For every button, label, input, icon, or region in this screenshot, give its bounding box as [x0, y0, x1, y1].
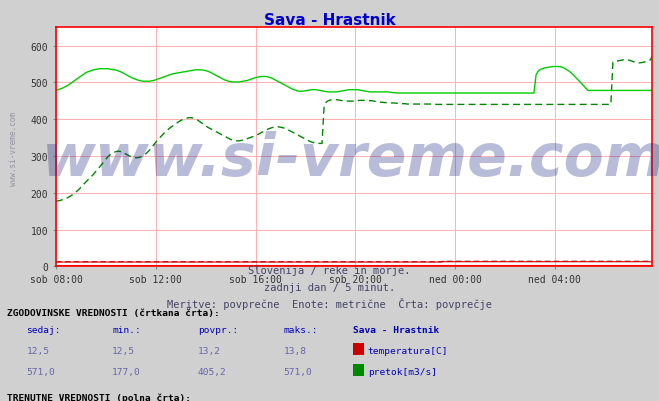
Text: Slovenija / reke in morje.: Slovenija / reke in morje. [248, 265, 411, 275]
Text: temperatura[C]: temperatura[C] [368, 346, 448, 355]
Text: TRENUTNE VREDNOSTI (polna črta):: TRENUTNE VREDNOSTI (polna črta): [7, 393, 190, 401]
Text: sedaj:: sedaj: [26, 326, 61, 334]
Text: Meritve: povprečne  Enote: metrične  Črta: povprečje: Meritve: povprečne Enote: metrične Črta:… [167, 297, 492, 309]
Text: maks.:: maks.: [283, 326, 318, 334]
Text: ZGODOVINSKE VREDNOSTI (črtkana črta):: ZGODOVINSKE VREDNOSTI (črtkana črta): [7, 308, 219, 317]
Text: Sava - Hrastnik: Sava - Hrastnik [264, 13, 395, 28]
Text: 13,2: 13,2 [198, 346, 221, 355]
Text: 405,2: 405,2 [198, 367, 227, 376]
Text: 12,5: 12,5 [112, 346, 135, 355]
Text: min.:: min.: [112, 326, 141, 334]
Text: 12,5: 12,5 [26, 346, 49, 355]
Text: 571,0: 571,0 [283, 367, 312, 376]
Text: zadnji dan / 5 minut.: zadnji dan / 5 minut. [264, 282, 395, 292]
Text: Sava - Hrastnik: Sava - Hrastnik [353, 326, 439, 334]
Text: 13,8: 13,8 [283, 346, 306, 355]
Text: 571,0: 571,0 [26, 367, 55, 376]
Text: www.si-vreme.com: www.si-vreme.com [9, 111, 18, 185]
Text: www.si-vreme.com: www.si-vreme.com [42, 131, 659, 188]
Text: pretok[m3/s]: pretok[m3/s] [368, 367, 437, 376]
Text: povpr.:: povpr.: [198, 326, 238, 334]
Text: 177,0: 177,0 [112, 367, 141, 376]
